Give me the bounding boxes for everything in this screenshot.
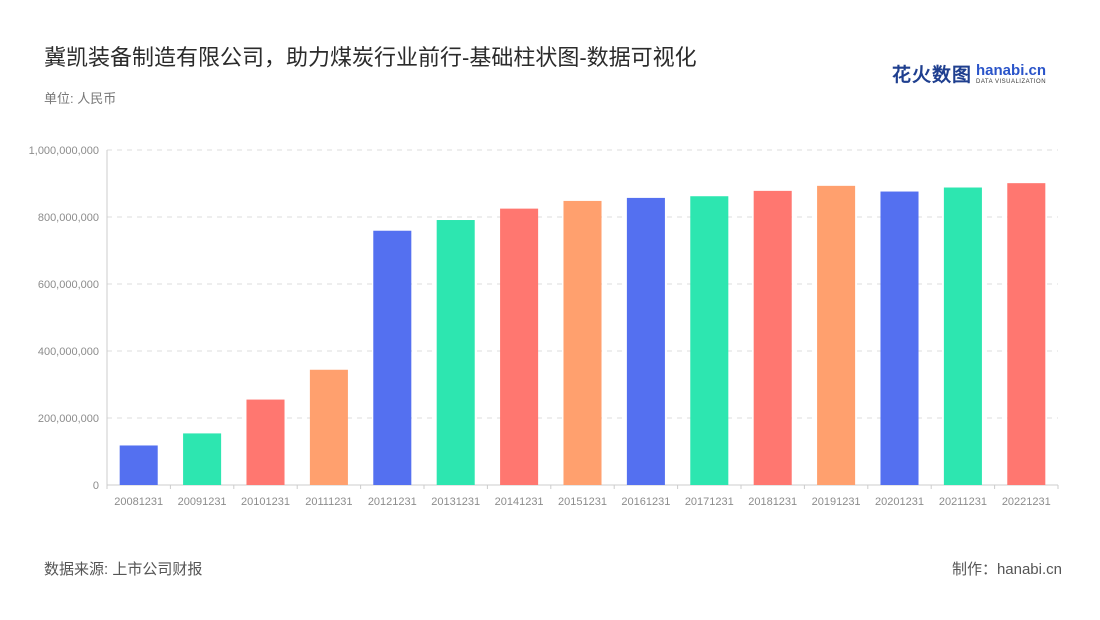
y-tick-label: 800,000,000 bbox=[38, 212, 99, 224]
bar bbox=[880, 191, 919, 486]
bar bbox=[563, 200, 602, 486]
x-tick-label: 20201231 bbox=[875, 496, 924, 508]
x-tick-label: 20141231 bbox=[495, 496, 544, 508]
bar bbox=[690, 196, 729, 486]
x-tick-label: 20101231 bbox=[241, 496, 290, 508]
y-tick-label: 600,000,000 bbox=[38, 279, 99, 291]
bar bbox=[943, 187, 982, 485]
x-tick-label: 20211231 bbox=[939, 496, 987, 508]
bar bbox=[183, 433, 222, 485]
x-tick-label: 20171231 bbox=[685, 496, 734, 508]
bar bbox=[626, 197, 665, 485]
brand-logo: 花火数图 hanabi.cn DATA VISUALIZATION bbox=[892, 60, 1046, 87]
logo-en-text: hanabi.cn bbox=[976, 61, 1047, 79]
unit-label: 单位: 人民币 bbox=[44, 91, 117, 106]
x-tick-label: 20131231 bbox=[431, 496, 480, 508]
y-tick-label: 1,000,000,000 bbox=[29, 145, 99, 157]
x-tick-label: 20151231 bbox=[558, 496, 607, 508]
bar bbox=[373, 230, 412, 485]
bar bbox=[500, 208, 539, 485]
x-tick-label: 20091231 bbox=[178, 496, 227, 508]
data-source-note: 数据来源: 上市公司财报 bbox=[44, 561, 203, 578]
bar bbox=[246, 399, 285, 485]
bar bbox=[119, 445, 158, 485]
bar bbox=[436, 220, 475, 485]
bar bbox=[1007, 183, 1046, 486]
y-tick-label: 200,000,000 bbox=[38, 413, 99, 425]
y-tick-label: 400,000,000 bbox=[38, 346, 99, 358]
bar bbox=[753, 190, 792, 485]
x-tick-label: 20121231 bbox=[368, 496, 417, 508]
made-by-note: 制作：hanabi.cn bbox=[951, 561, 1062, 578]
bar bbox=[309, 369, 348, 485]
x-tick-label: 20161231 bbox=[621, 496, 670, 508]
bar bbox=[817, 185, 856, 485]
x-tick-label: 20181231 bbox=[748, 496, 797, 508]
logo-en-sub-text: DATA VISUALIZATION bbox=[976, 78, 1047, 85]
x-tick-label: 20191231 bbox=[812, 496, 861, 508]
x-tick-label: 20221231 bbox=[1002, 496, 1051, 508]
logo-en-block: hanabi.cn DATA VISUALIZATION bbox=[976, 63, 1046, 85]
chart-title: 冀凯装备制造有限公司，助力煤炭行业前行-基础柱状图-数据可视化 bbox=[44, 45, 697, 70]
x-tick-label: 20081231 bbox=[114, 496, 163, 508]
logo-cn-text: 花火数图 bbox=[892, 65, 973, 86]
x-tick-label: 20111231 bbox=[305, 496, 352, 508]
y-tick-label: 0 bbox=[93, 480, 99, 492]
